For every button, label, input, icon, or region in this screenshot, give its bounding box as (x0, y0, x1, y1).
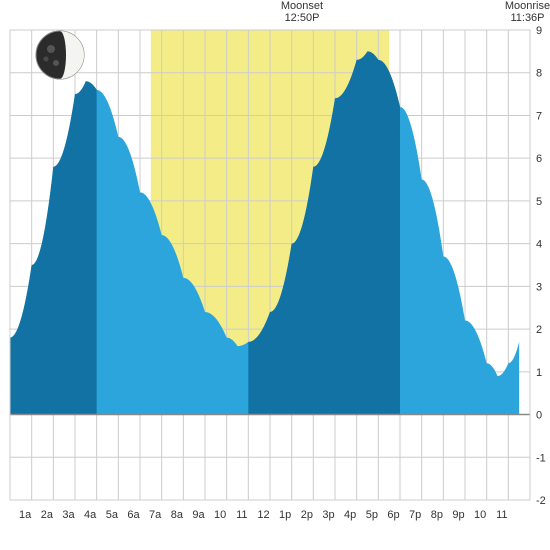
svg-text:6p: 6p (387, 509, 399, 521)
svg-text:3a: 3a (62, 509, 75, 521)
svg-text:9a: 9a (192, 509, 205, 521)
svg-text:0: 0 (536, 410, 542, 422)
svg-text:8p: 8p (431, 509, 443, 521)
svg-text:3p: 3p (322, 509, 334, 521)
svg-text:1: 1 (536, 367, 542, 379)
svg-text:8: 8 (536, 68, 542, 80)
svg-text:1a: 1a (19, 509, 32, 521)
svg-text:-1: -1 (536, 452, 546, 464)
svg-text:6: 6 (536, 153, 542, 165)
tide-chart-container: Moonset 12:50P Moonrise 11:36P -2-101234… (0, 0, 550, 550)
svg-text:7: 7 (536, 110, 542, 122)
tide-chart: -2-101234567891a2a3a4a5a6a7a8a9a1011121p… (0, 0, 550, 550)
svg-text:-2: -2 (536, 495, 546, 507)
svg-text:3: 3 (536, 281, 542, 293)
svg-text:6a: 6a (127, 509, 140, 521)
svg-text:11: 11 (236, 509, 247, 521)
svg-text:9p: 9p (452, 509, 464, 521)
svg-text:5a: 5a (106, 509, 119, 521)
svg-text:4: 4 (536, 239, 542, 251)
svg-text:5: 5 (536, 196, 542, 208)
svg-text:2a: 2a (41, 509, 54, 521)
svg-text:7a: 7a (149, 509, 162, 521)
svg-text:10: 10 (214, 509, 226, 521)
svg-text:12: 12 (257, 509, 269, 521)
svg-text:7p: 7p (409, 509, 421, 521)
svg-text:4p: 4p (344, 509, 356, 521)
svg-text:8a: 8a (171, 509, 184, 521)
svg-text:5p: 5p (366, 509, 378, 521)
svg-text:4a: 4a (84, 509, 97, 521)
svg-text:9: 9 (536, 25, 542, 37)
svg-text:1p: 1p (279, 509, 291, 521)
svg-text:2: 2 (536, 324, 542, 336)
svg-text:2p: 2p (301, 509, 313, 521)
svg-text:10: 10 (474, 509, 486, 521)
svg-text:11: 11 (496, 509, 507, 521)
